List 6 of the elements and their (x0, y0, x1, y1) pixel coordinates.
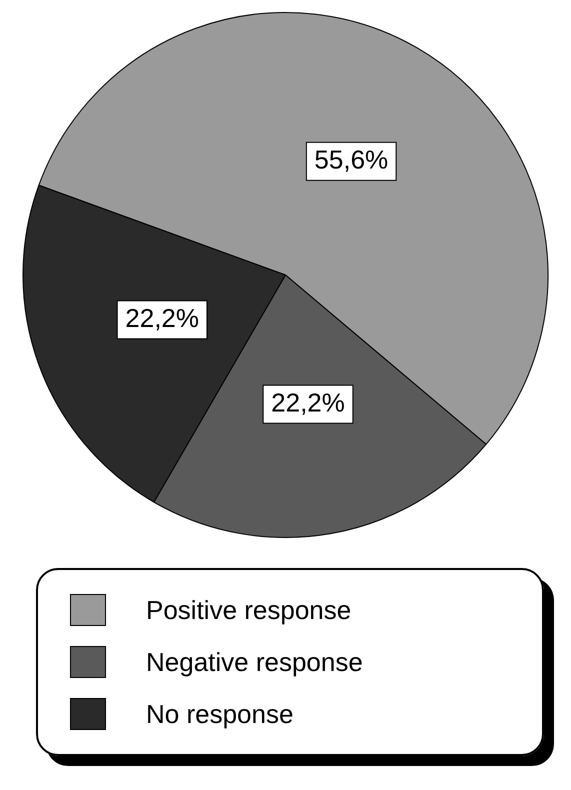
legend-label: Negative response (146, 646, 363, 678)
data-label: 22,2% (125, 302, 199, 333)
data-label: 55,6% (314, 144, 388, 175)
legend-label: Positive response (146, 594, 352, 626)
legend-label: No response (146, 698, 294, 730)
data-label: 22,2% (271, 387, 345, 418)
